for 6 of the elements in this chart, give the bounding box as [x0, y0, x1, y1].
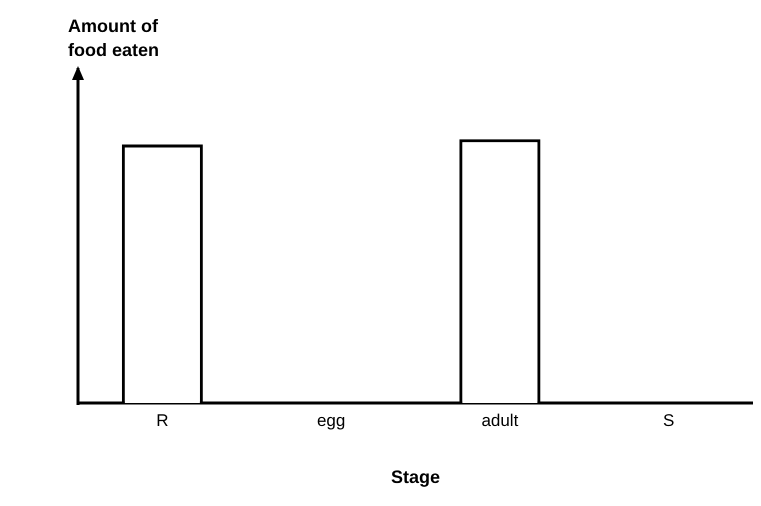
- x-tick-label: R: [156, 410, 169, 430]
- x-axis-title: Stage: [390, 467, 440, 488]
- x-tick-label: S: [662, 410, 674, 430]
- y-axis-title: Amount of food eaten: [68, 15, 160, 62]
- x-tick-label: egg: [316, 410, 346, 430]
- x-tick-label: adult: [481, 410, 519, 430]
